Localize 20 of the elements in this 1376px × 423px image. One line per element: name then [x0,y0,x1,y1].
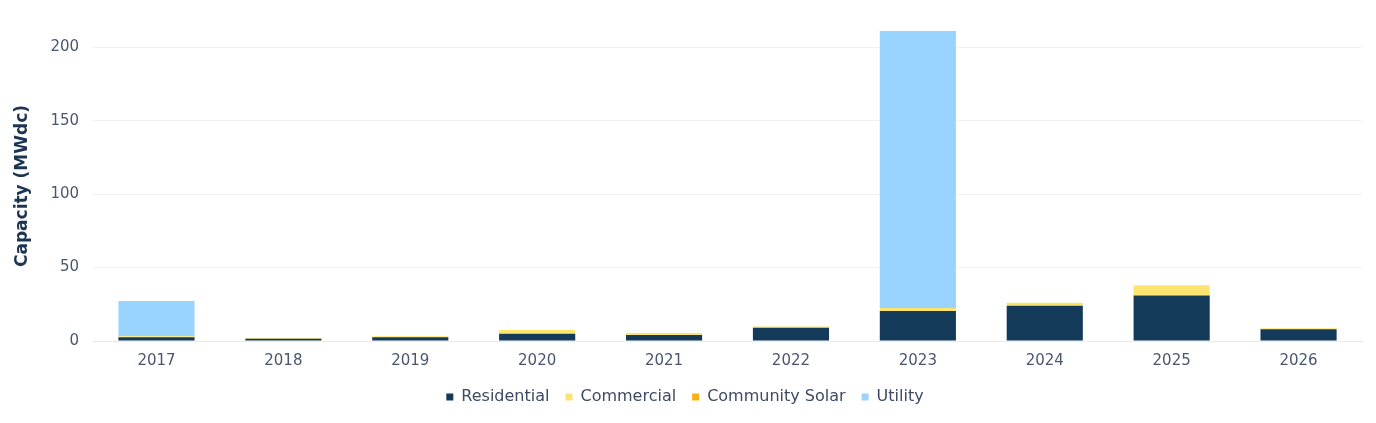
y-axis-title: Capacity (MWdc) [10,104,31,268]
y-tick-label: 0 [69,330,80,349]
x-tick-label: 2026 [1279,350,1318,369]
x-tick-label: 2024 [1025,350,1064,369]
legend-label: Residential [461,386,550,406]
x-tick-label: 2022 [771,350,811,369]
x-tick-label: 2020 [518,350,557,369]
legend-label: Utility [876,386,924,406]
x-tick-label: 2019 [391,350,430,369]
x-tick-label: 2018 [264,350,303,369]
x-tick-label: 2023 [898,350,937,369]
legend-label: Community Solar [707,386,847,406]
y-tick-label: 200 [50,37,80,56]
legend-label: Commercial [580,386,677,406]
y-tick-label: 100 [50,183,80,202]
y-tick-label: 150 [50,110,80,129]
y-tick-label: 50 [59,257,80,276]
x-tick-label: 2025 [1152,350,1191,369]
x-tick-label: 2021 [644,350,684,369]
x-tick-label: 2017 [137,350,176,369]
